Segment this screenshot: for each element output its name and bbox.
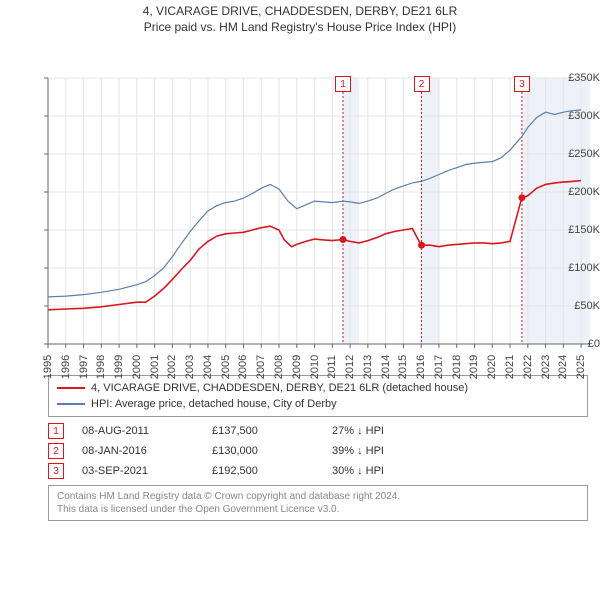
legend-swatch — [57, 403, 85, 405]
x-axis-label: 2023 — [540, 355, 552, 379]
x-axis-label: 2015 — [397, 355, 409, 379]
line-chart: £0£50K£100K£150K£200K£250K£300K£350K1995… — [0, 34, 600, 369]
x-axis-label: 2012 — [344, 355, 356, 379]
chart-subtitle: Price paid vs. HM Land Registry's House … — [0, 20, 600, 34]
x-axis-label: 2013 — [362, 355, 374, 379]
transaction-date: 03-SEP-2021 — [82, 465, 212, 477]
transaction-diff: 30% ↓ HPI — [332, 465, 452, 477]
x-axis-label: 2011 — [326, 355, 338, 379]
attribution-line: Contains HM Land Registry data © Crown c… — [57, 490, 579, 503]
legend-item: HPI: Average price, detached house, City… — [57, 396, 579, 412]
x-axis-label: 2024 — [557, 355, 569, 379]
y-axis-label: £200K — [558, 186, 600, 198]
legend-item: 4, VICARAGE DRIVE, CHADDESDEN, DERBY, DE… — [57, 380, 579, 396]
legend-label: 4, VICARAGE DRIVE, CHADDESDEN, DERBY, DE… — [91, 382, 468, 394]
attribution-box: Contains HM Land Registry data © Crown c… — [48, 485, 588, 521]
y-axis-label: £300K — [558, 110, 600, 122]
x-axis-label: 1999 — [113, 355, 125, 379]
x-axis-label: 2001 — [149, 355, 161, 379]
transaction-price: £192,500 — [212, 465, 332, 477]
transaction-badge: 1 — [48, 423, 64, 439]
transaction-diff: 39% ↓ HPI — [332, 445, 452, 457]
chart-marker-badge: 3 — [514, 76, 530, 92]
transaction-badge: 3 — [48, 463, 64, 479]
y-axis-label: £0 — [558, 338, 600, 350]
x-axis-label: 2021 — [504, 355, 516, 379]
chart-marker-badge: 1 — [335, 76, 351, 92]
transaction-row: 2 08-JAN-2016 £130,000 39% ↓ HPI — [48, 441, 588, 461]
y-axis-label: £50K — [558, 300, 600, 312]
x-axis-label: 2009 — [291, 355, 303, 379]
x-axis-label: 1998 — [95, 355, 107, 379]
x-axis-label: 2004 — [202, 355, 214, 379]
x-axis-label: 1997 — [78, 355, 90, 379]
x-axis-label: 2014 — [380, 355, 392, 379]
x-axis-label: 2010 — [309, 355, 321, 379]
transaction-diff: 27% ↓ HPI — [332, 425, 452, 437]
transaction-badge: 2 — [48, 443, 64, 459]
x-axis-label: 2019 — [468, 355, 480, 379]
x-axis-label: 2000 — [131, 355, 143, 379]
x-axis-label: 2018 — [451, 355, 463, 379]
x-axis-label: 2002 — [166, 355, 178, 379]
x-axis-label: 1996 — [60, 355, 72, 379]
transactions-table: 1 08-AUG-2011 £137,500 27% ↓ HPI 2 08-JA… — [48, 421, 588, 481]
y-axis-label: £150K — [558, 224, 600, 236]
transaction-row: 1 08-AUG-2011 £137,500 27% ↓ HPI — [48, 421, 588, 441]
transaction-price: £130,000 — [212, 445, 332, 457]
transaction-price: £137,500 — [212, 425, 332, 437]
chart-marker-badge: 2 — [414, 76, 430, 92]
x-axis-label: 2020 — [486, 355, 498, 379]
y-axis-label: £100K — [558, 262, 600, 274]
legend-label: HPI: Average price, detached house, City… — [91, 398, 337, 410]
transaction-date: 08-JAN-2016 — [82, 445, 212, 457]
attribution-line: This data is licensed under the Open Gov… — [57, 503, 579, 516]
x-axis-label: 2007 — [255, 355, 267, 379]
x-axis-label: 2008 — [273, 355, 285, 379]
x-axis-label: 2017 — [433, 355, 445, 379]
x-axis-label: 1995 — [42, 355, 54, 379]
x-axis-label: 2005 — [220, 355, 232, 379]
x-axis-label: 2025 — [575, 355, 587, 379]
transaction-row: 3 03-SEP-2021 £192,500 30% ↓ HPI — [48, 461, 588, 481]
y-axis-label: £250K — [558, 148, 600, 160]
x-axis-label: 2016 — [415, 355, 427, 379]
x-axis-label: 2022 — [522, 355, 534, 379]
chart-title: 4, VICARAGE DRIVE, CHADDESDEN, DERBY, DE… — [0, 4, 600, 18]
legend-box: 4, VICARAGE DRIVE, CHADDESDEN, DERBY, DE… — [48, 375, 588, 417]
x-axis-label: 2003 — [184, 355, 196, 379]
y-axis-label: £350K — [558, 72, 600, 84]
transaction-date: 08-AUG-2011 — [82, 425, 212, 437]
chart-container: { "header": { "title": "4, VICARAGE DRIV… — [0, 0, 600, 521]
legend-swatch — [57, 387, 85, 389]
chart-header: 4, VICARAGE DRIVE, CHADDESDEN, DERBY, DE… — [0, 0, 600, 34]
x-axis-label: 2006 — [237, 355, 249, 379]
